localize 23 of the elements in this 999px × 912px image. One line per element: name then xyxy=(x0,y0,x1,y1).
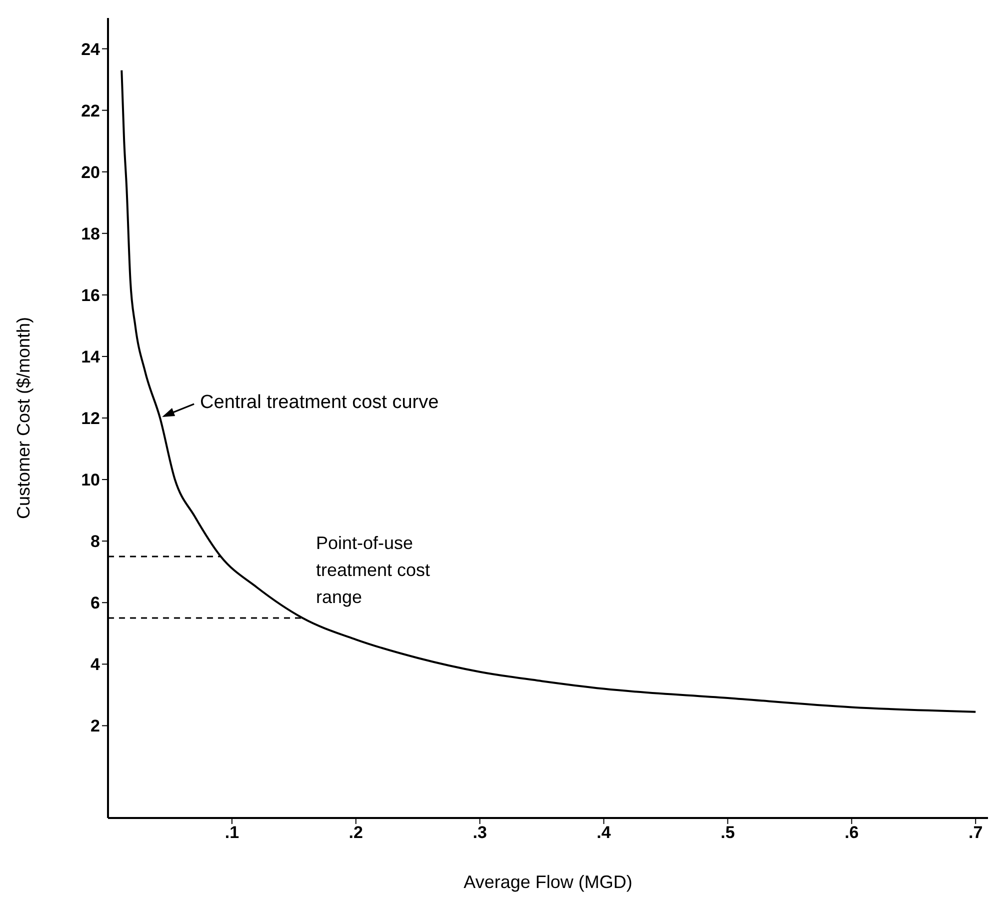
y-tick-label: 20 xyxy=(81,162,100,182)
y-tick-label: 4 xyxy=(90,655,101,674)
x-tick-label: .4 xyxy=(596,823,612,842)
annotation: Central treatment cost curve xyxy=(200,392,439,413)
x-tick-label: .5 xyxy=(720,823,735,842)
y-tick-label: 6 xyxy=(90,594,100,613)
y-tick-label: 10 xyxy=(81,470,100,490)
y-tick-label: 2 xyxy=(90,716,100,736)
annotation: Point-of-use treatment cost range xyxy=(316,532,432,609)
x-tick-label: .3 xyxy=(472,823,487,842)
x-tick-label: .7 xyxy=(968,823,983,842)
x-tick-label: .6 xyxy=(844,823,859,842)
y-tick-label: 24 xyxy=(81,40,101,59)
x-axis-title: Average Flow (MGD) xyxy=(464,872,632,892)
y-tick-label: 16 xyxy=(81,286,100,305)
y-tick-label: 12 xyxy=(81,409,100,428)
y-tick-label: 22 xyxy=(81,101,100,120)
x-tick-label: .1 xyxy=(224,823,240,842)
y-tick-label: 8 xyxy=(90,532,100,552)
x-tick-label: .2 xyxy=(348,823,363,842)
y-tick-label: 18 xyxy=(81,224,100,244)
y-tick-label: 14 xyxy=(81,347,101,366)
y-axis-title: Customer Cost ($/month) xyxy=(13,316,34,520)
